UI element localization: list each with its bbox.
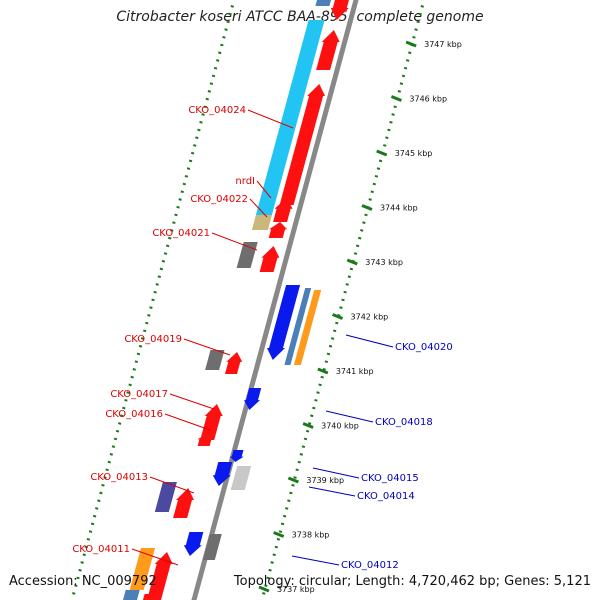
callout-line: [308, 486, 356, 497]
tick-mark: [258, 585, 270, 593]
cds-04022b: [268, 222, 288, 238]
tick-label: 3738 kbp: [292, 531, 330, 540]
gene-top-2: [315, 0, 332, 6]
cds-04011: [147, 552, 173, 600]
gene-callouts: CKO_04024 nrdI CKO_04022 CKO_04021 CKO_04019…: [72, 105, 452, 571]
tick-label: 3746 kbp: [409, 95, 447, 104]
cds-04024-red: [279, 84, 326, 205]
tick-mark: [287, 476, 299, 484]
orange-04020: [293, 290, 322, 365]
tick-label: 3744 kbp: [380, 204, 418, 213]
cds-04019: [225, 352, 243, 374]
cds-04021: [259, 246, 280, 272]
cds-04020-blue: [267, 285, 301, 360]
cds-small-blue: [229, 450, 244, 462]
tick-label: 3740 kbp: [321, 422, 359, 431]
callout-line: [345, 334, 394, 348]
tick-mark: [346, 258, 358, 266]
cds-04016: [197, 434, 214, 446]
callout-line: [211, 232, 258, 251]
tick-mark: [405, 40, 417, 48]
tick-label: 3745 kbp: [395, 149, 433, 158]
forward-gene-label: nrdI: [235, 176, 255, 187]
tick-mark: [390, 95, 402, 102]
reverse-gene-label: CKO_04020: [395, 342, 453, 353]
callout-line: [149, 476, 195, 494]
tick-mark: [361, 204, 373, 211]
tick-mark: [331, 313, 344, 320]
steel-04020: [284, 288, 312, 365]
callout-line: [183, 338, 231, 356]
cds-04015: [212, 462, 233, 486]
forward-gene-label: CKO_04022: [190, 194, 248, 205]
genome-summary-text: Topology: circular; Length: 4,720,462 bp…: [233, 574, 591, 589]
tick-label: 3741 kbp: [336, 367, 374, 376]
ring-lines: [70, 0, 426, 600]
cds-04022: [273, 198, 293, 222]
forward-gene-label: CKO_04024: [188, 105, 246, 116]
callout-line: [291, 555, 340, 566]
map-title: Citrobacter koseri ATCC BAA-895, complet…: [116, 9, 484, 25]
forward-gene-label: CKO_04011: [72, 544, 130, 555]
inner-dotted-guide: [70, 0, 236, 600]
callout-line: [325, 410, 374, 423]
steel-bottom: [122, 590, 140, 600]
forward-gene-label: CKO_04017: [110, 389, 168, 400]
cds-04013: [173, 488, 194, 518]
reverse-gene-label: CKO_04015: [361, 473, 419, 484]
tick-label: 3742 kbp: [351, 313, 389, 322]
forward-gene-label: CKO_04021: [152, 228, 210, 239]
callout-line: [247, 109, 294, 129]
tick-label: 3737 kbp: [277, 585, 315, 594]
accession-text: Accession: NC_009792: [9, 574, 157, 589]
kbp-ticks: 3747 kbp 3746 kbp 3745 kbp 3744 kbp 3743 kbp…: [258, 40, 462, 594]
tick-mark: [317, 367, 329, 375]
cds-04012: [183, 532, 204, 556]
callout-line: [312, 467, 360, 479]
tick-label: 3743 kbp: [365, 258, 403, 267]
forward-gene-label: CKO_04013: [90, 472, 148, 483]
callout-line: [249, 198, 268, 218]
cds-04017: [200, 404, 223, 440]
callout-line: [256, 180, 272, 199]
reverse-gene-label: CKO_04014: [357, 491, 415, 502]
tick-label: 3747 kbp: [424, 40, 462, 49]
cds-top-1: [330, 0, 349, 20]
tick-label: 3739 kbp: [306, 476, 344, 485]
tick-mark: [302, 422, 314, 429]
cds-04018: [244, 388, 262, 410]
callout-line: [164, 413, 211, 431]
slate-04013: [154, 482, 177, 512]
nrdi-gene: [251, 215, 272, 230]
tick-mark: [376, 149, 388, 157]
reverse-gene-label: CKO_04018: [375, 417, 433, 428]
rna-cko-04024: [255, 20, 325, 215]
forward-gene-label: CKO_04016: [105, 409, 163, 420]
callout-line: [169, 393, 215, 410]
reverse-gene-label: CKO_04012: [341, 560, 399, 571]
gray-04014: [230, 466, 252, 490]
forward-gene-label: CKO_04019: [124, 334, 182, 345]
callout-line: [131, 548, 179, 566]
backbone-line: [191, 0, 359, 600]
cds-pair-a: [316, 30, 340, 70]
orange-04011: [129, 548, 155, 590]
gray-04019: [205, 350, 225, 370]
gray-04012: [202, 534, 222, 560]
cds-bottom: [142, 594, 159, 600]
tick-mark: [273, 531, 285, 538]
